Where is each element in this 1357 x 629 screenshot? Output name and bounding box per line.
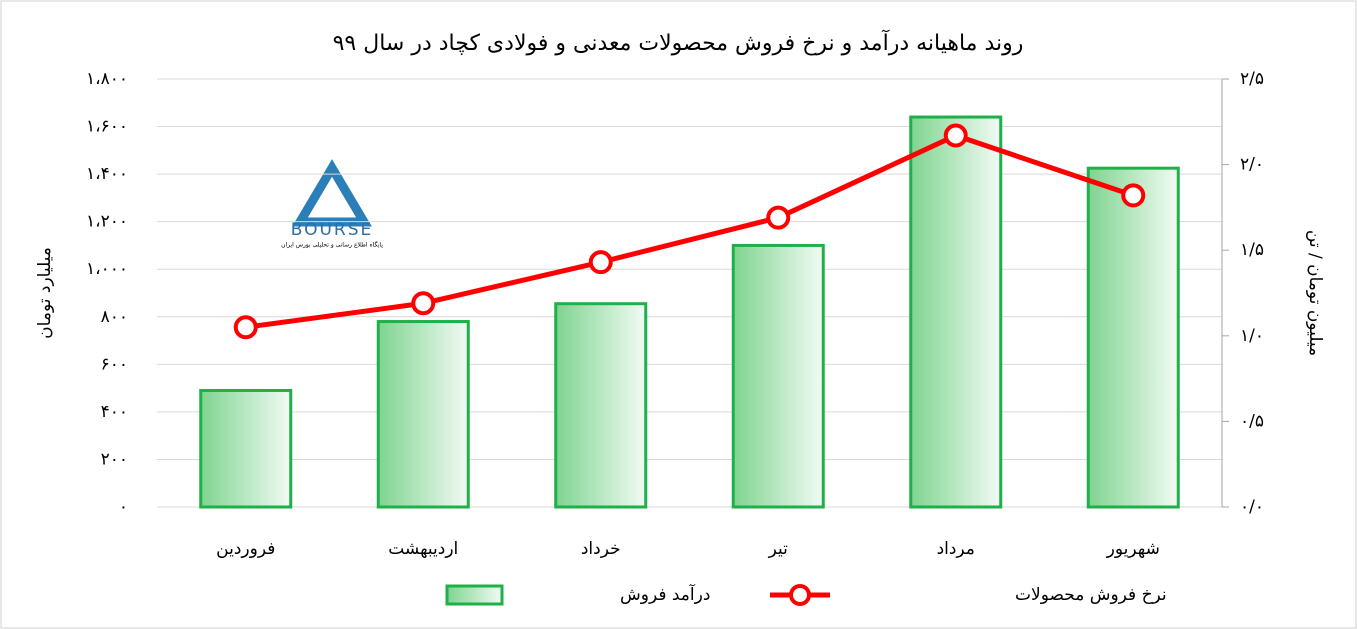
y2-tick-label: ۰/۵ [1240, 411, 1264, 431]
x-tick-label: تیر [768, 539, 789, 559]
legend-label: نرخ فروش محصولات [1015, 585, 1167, 605]
y-tick-label: ۱،۲۰۰ [86, 212, 128, 232]
bar [731, 243, 825, 509]
y-tick-label: ۴۰۰ [101, 402, 128, 422]
line-marker [1121, 183, 1146, 208]
bar [376, 320, 470, 509]
line-marker [943, 123, 968, 148]
y-tick-label: ۱،۰۰۰ [86, 259, 128, 279]
line [245, 132, 1135, 330]
x-tick-label: خرداد [581, 539, 621, 559]
line-marker [766, 205, 791, 230]
legend-label: درآمد فروش [620, 583, 710, 605]
y-tick-label: ۲۰۰ [101, 449, 128, 469]
line-marker [233, 315, 258, 340]
bar [199, 388, 293, 509]
bar [909, 115, 1003, 509]
x-tick-label: فروردین [216, 539, 275, 559]
bar [554, 302, 648, 509]
legend-marker [789, 584, 811, 606]
line-marker [411, 291, 436, 316]
y-tick-label: ۰ [119, 497, 128, 517]
y2-tick-label: ۰/۰ [1240, 497, 1264, 517]
x-tick-label: اردیبهشت [388, 539, 458, 559]
y-tick-label: ۱،۸۰۰ [86, 69, 128, 89]
legend-swatch [445, 584, 504, 606]
y2-tick-label: ۲/۰ [1240, 155, 1264, 175]
y2-tick-label: ۱/۰ [1240, 326, 1264, 346]
y2-tick-label: ۱/۵ [1240, 240, 1264, 260]
y2-axis-label: میلیون تومان / تن [1305, 230, 1325, 356]
y-tick-label: ۱،۴۰۰ [86, 164, 128, 184]
line-marker [588, 250, 613, 275]
y-tick-label: ۸۰۰ [101, 307, 128, 327]
chart-title: روند ماهیانه درآمد و نرخ فروش محصولات مع… [333, 29, 1024, 56]
logo-text: BOURSE [291, 220, 374, 240]
y2-tick-label: ۲/۵ [1240, 69, 1264, 89]
y-tick-label: ۶۰۰ [101, 354, 128, 374]
x-tick-label: مرداد [937, 539, 975, 559]
logo-caption: پایگاه اطلاع رسانی و تحلیلی بورس ایران [281, 241, 383, 249]
bar [1086, 166, 1180, 509]
y-axis-label: میلیارد تومان [35, 247, 55, 339]
x-tick-label: شهریور [1106, 539, 1160, 559]
y-tick-label: ۱،۶۰۰ [86, 117, 128, 137]
